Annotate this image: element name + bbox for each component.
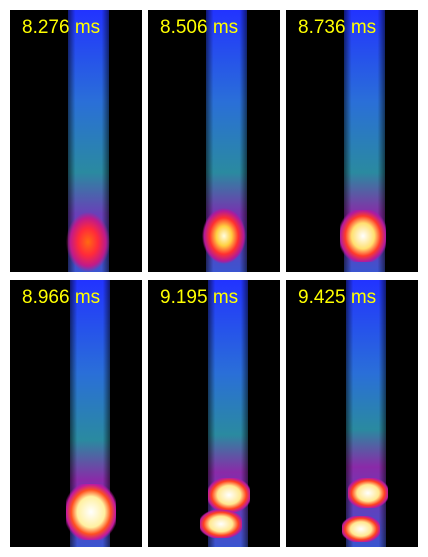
thermal-image-6 — [342, 280, 388, 547]
frame-1: 8.276 ms — [10, 10, 142, 272]
frame-2: 8.506 ms — [148, 10, 280, 272]
thermal-image-1 — [66, 10, 110, 272]
frame-4: 8.966 ms — [10, 280, 142, 547]
thermal-image-5 — [200, 280, 250, 547]
timestamp-label-3: 8.736 ms — [298, 17, 377, 38]
timestamp-label-4: 8.966 ms — [22, 287, 101, 308]
thermal-image-3 — [340, 10, 386, 272]
frame-6: 9.425 ms — [286, 280, 418, 547]
timestamp-label-1: 8.276 ms — [22, 17, 101, 38]
timestamp-label-6: 9.425 ms — [298, 287, 377, 308]
frame-5: 9.195 ms — [148, 280, 280, 547]
thermal-image-4 — [66, 280, 116, 547]
thermal-image-2 — [202, 10, 247, 272]
timestamp-label-5: 9.195 ms — [160, 287, 239, 308]
frame-3: 8.736 ms — [286, 10, 418, 272]
timestamp-label-2: 8.506 ms — [160, 17, 239, 38]
